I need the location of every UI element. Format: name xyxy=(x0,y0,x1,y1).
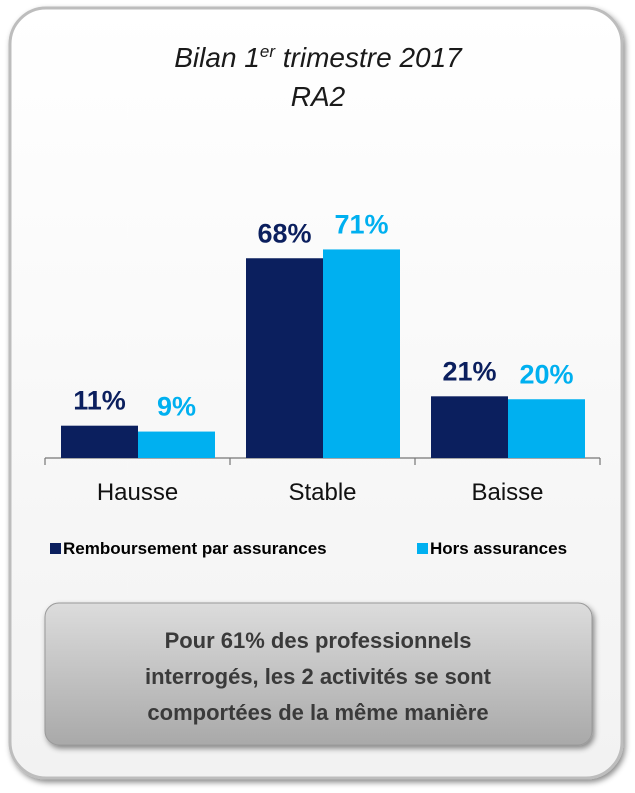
title-text: Bilan 1 xyxy=(174,42,260,73)
legend-label: Remboursement par assurances xyxy=(63,539,327,558)
legend-swatch xyxy=(417,543,428,554)
legend-swatch xyxy=(50,543,61,554)
chart-subtitle: RA2 xyxy=(291,81,346,112)
value-label: 21% xyxy=(442,356,496,386)
bar xyxy=(246,258,323,458)
note-text: comportées de la même manière xyxy=(147,700,488,725)
chart-title: Bilan 1er trimestre 2017 xyxy=(174,42,463,73)
value-label: 11% xyxy=(73,386,126,416)
bar xyxy=(323,249,400,458)
bar xyxy=(431,396,508,458)
value-label: 68% xyxy=(257,218,311,248)
bar xyxy=(138,431,215,458)
x-tick-label: Hausse xyxy=(97,479,178,506)
title-superscript: er xyxy=(260,42,276,61)
value-label: 9% xyxy=(157,392,196,422)
value-label: 20% xyxy=(519,359,573,389)
title-text: trimestre 2017 xyxy=(275,42,463,73)
legend-label: Hors assurances xyxy=(430,539,567,558)
x-tick-label: Baisse xyxy=(471,479,543,506)
note-text: Pour 61% des professionnels xyxy=(165,628,472,653)
note-text: interrogés, les 2 activités se sont xyxy=(145,664,492,689)
value-label: 71% xyxy=(334,209,388,239)
bar xyxy=(508,399,585,458)
x-tick-label: Stable xyxy=(288,479,356,506)
note-box xyxy=(44,602,593,746)
bar xyxy=(61,425,138,458)
